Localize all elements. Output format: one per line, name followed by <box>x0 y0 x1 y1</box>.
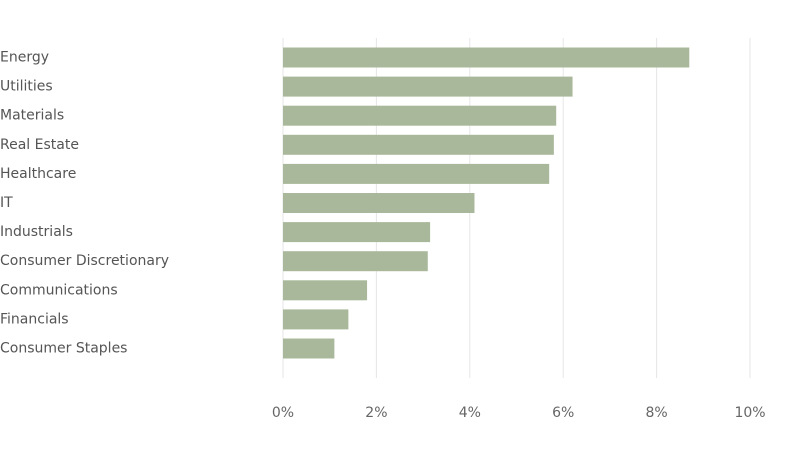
category-label: Financials <box>0 311 69 327</box>
bar <box>283 47 690 68</box>
category-label: Materials <box>0 108 64 124</box>
x-tick-label: 8% <box>645 405 667 421</box>
bar <box>283 309 349 330</box>
bars <box>283 47 690 359</box>
category-label: Consumer Staples <box>0 341 127 357</box>
category-label: Real Estate <box>0 137 79 153</box>
category-label: IT <box>0 195 13 211</box>
x-tick-label: 6% <box>552 405 574 421</box>
bar <box>283 193 475 213</box>
bar <box>283 105 557 126</box>
category-label: Healthcare <box>0 166 76 182</box>
bar <box>283 163 550 184</box>
category-label: Consumer Discretionary <box>0 253 169 269</box>
category-labels: Energy Utilities Materials Real Estate Healt… <box>0 50 169 357</box>
category-label: Communications <box>0 282 118 298</box>
x-tick-label: 4% <box>459 405 481 421</box>
bar <box>283 134 554 155</box>
category-label: Industrials <box>0 224 73 240</box>
bar <box>283 280 368 301</box>
x-axis-tick-labels: 0% 2% 4% 6% 8% 10% <box>272 405 766 421</box>
x-tick-label: 10% <box>734 405 765 421</box>
bar <box>283 338 335 359</box>
bar <box>283 251 428 272</box>
category-label: Utilities <box>0 79 53 95</box>
bar <box>283 76 573 97</box>
x-tick-label: 2% <box>365 405 387 421</box>
bar <box>283 222 431 243</box>
x-tick-label: 0% <box>272 405 294 421</box>
category-label: Energy <box>0 50 49 66</box>
